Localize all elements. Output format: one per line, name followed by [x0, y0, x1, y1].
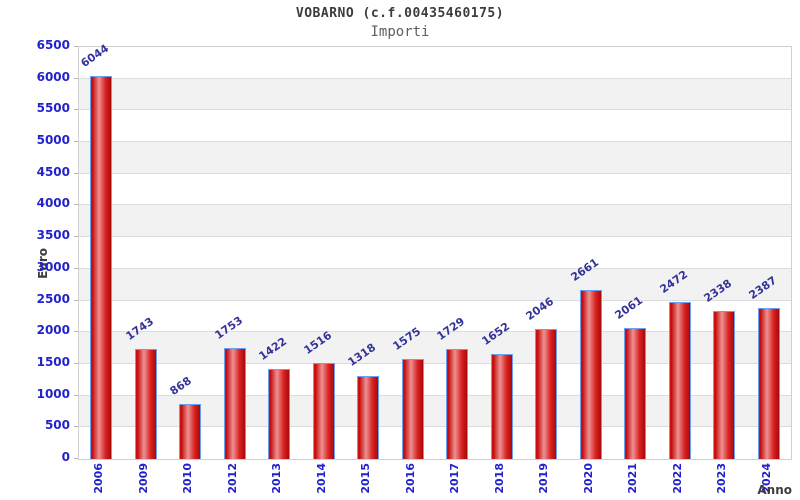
bar-2013: [268, 368, 290, 459]
gridline: [79, 426, 791, 428]
x-tick-label: 2023: [715, 463, 728, 494]
plot-band: [79, 205, 791, 238]
gridline: [79, 236, 791, 238]
y-tick-label: 6500: [36, 38, 70, 52]
y-tick-label: 4500: [36, 164, 70, 179]
gridline: [79, 77, 791, 79]
x-tick-label: 2014: [315, 463, 328, 494]
gridline: [79, 141, 791, 143]
y-tick-label: 4000: [36, 196, 70, 211]
plot-area: [78, 46, 792, 460]
bar-2014: [313, 362, 335, 459]
plot-band: [79, 268, 791, 301]
plot-band: [79, 174, 791, 206]
y-tick-label: 5500: [36, 101, 70, 116]
gridline: [79, 394, 791, 396]
y-tick-mark: [74, 267, 78, 269]
y-tick-label: 1500: [36, 354, 70, 369]
y-tick-mark: [74, 331, 78, 333]
gridline: [79, 172, 791, 174]
y-tick-label: 2000: [36, 323, 70, 338]
gridline: [79, 362, 791, 364]
y-tick-mark: [74, 362, 78, 364]
bar-2021: [624, 328, 646, 459]
y-tick-label: 3000: [36, 259, 70, 274]
bar-2010: [179, 404, 201, 459]
bar-2009: [135, 348, 157, 459]
plot-band: [79, 110, 791, 142]
x-tick-label: 2020: [582, 463, 595, 494]
y-tick-label: 500: [44, 418, 70, 433]
bar-2023: [713, 310, 735, 459]
y-tick-mark: [74, 299, 78, 301]
x-tick-label: 2012: [226, 463, 239, 494]
y-tick-label: 0: [61, 450, 70, 464]
chart-subtitle: Importi: [370, 24, 430, 40]
gridline: [79, 204, 791, 206]
bar-2018: [491, 354, 513, 459]
gridline: [79, 267, 791, 269]
bar-2024: [758, 307, 780, 459]
plot-band: [79, 47, 791, 79]
bar-2019: [535, 329, 557, 459]
y-tick-mark: [74, 77, 78, 79]
y-tick-label: 6000: [36, 69, 70, 84]
x-tick-label: 2006: [92, 463, 105, 494]
x-tick-label: 2010: [181, 463, 194, 494]
y-tick-label: 5000: [36, 133, 70, 148]
bar-2022: [669, 302, 691, 459]
y-tick-mark: [74, 236, 78, 238]
x-tick-label: 2022: [671, 463, 684, 494]
bar-2006: [90, 75, 112, 459]
y-tick-label: 1000: [36, 386, 70, 401]
bar-2020: [580, 290, 602, 459]
plot-band: [79, 237, 791, 269]
chart-title: VOBARNO (c.f.00435460175): [295, 6, 505, 21]
plot-band: [79, 142, 791, 174]
y-tick-label: 3500: [36, 228, 70, 243]
y-tick-label: 2500: [36, 291, 70, 306]
bar-2012: [224, 347, 246, 459]
x-tick-label: 2009: [137, 463, 150, 494]
gridline: [79, 109, 791, 111]
y-tick-mark: [74, 458, 78, 459]
y-tick-mark: [74, 426, 78, 428]
y-tick-mark: [74, 109, 78, 111]
x-tick-label: 2013: [270, 463, 283, 494]
bar-2015: [357, 375, 379, 459]
bar-2017: [446, 349, 468, 459]
x-tick-label: 2017: [448, 463, 461, 494]
y-tick-mark: [74, 204, 78, 206]
gridline: [79, 331, 791, 333]
x-tick-label: 2016: [404, 463, 417, 494]
y-tick-mark: [74, 141, 78, 143]
y-tick-mark: [74, 172, 78, 174]
y-tick-mark: [74, 46, 78, 47]
gridline: [79, 299, 791, 301]
x-tick-label: 2015: [359, 463, 372, 494]
x-tick-label: 2021: [626, 463, 639, 494]
bar-2016: [402, 359, 424, 459]
x-tick-label: 2019: [537, 463, 550, 494]
plot-band: [79, 78, 791, 111]
x-axis-title: Anno: [757, 483, 792, 497]
y-tick-mark: [74, 394, 78, 396]
x-tick-label: 2018: [493, 463, 506, 494]
